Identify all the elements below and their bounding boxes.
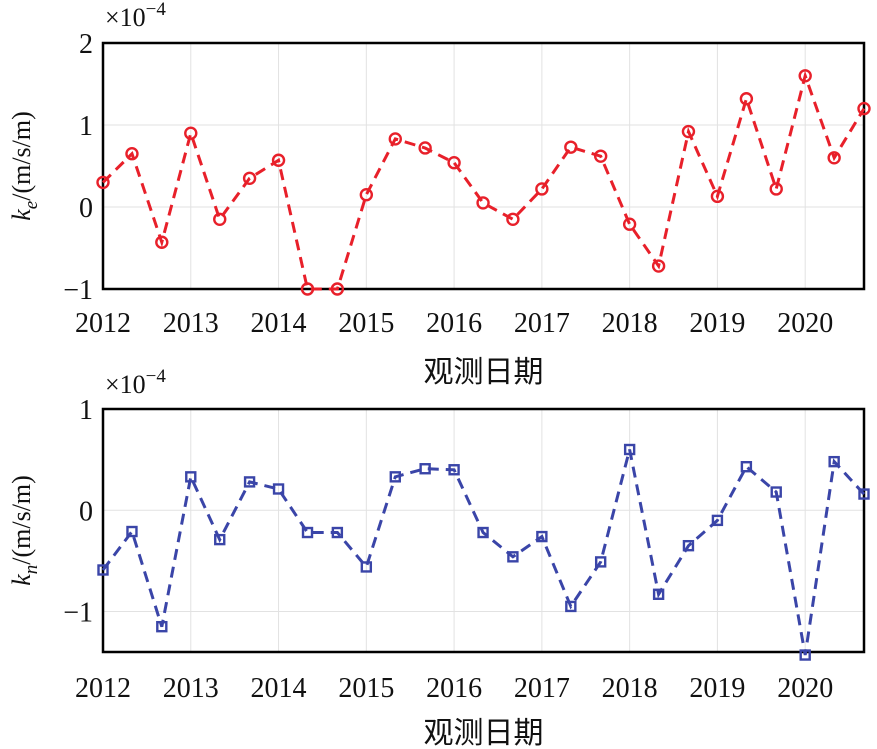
y-tick-label: −1 [63,598,93,629]
x-tick-label: 2015 [338,308,394,339]
data-point [535,182,549,196]
y-axis-label: kn/(m/s/m) [7,475,42,586]
data-point [682,539,695,552]
x-tick-label: 2015 [338,673,394,704]
x-tick-label: 2018 [602,673,658,704]
y-tick-label: 1 [79,111,93,142]
data-point [243,476,256,488]
data-point [388,132,402,146]
data-point [593,149,608,163]
data-point [96,175,110,190]
data-point [242,171,257,186]
data-point [447,156,461,170]
data-point [331,526,344,539]
data-point [418,141,432,155]
data-point [419,463,431,475]
exponent-label: ×10−4 [105,366,166,399]
data-point [594,556,607,568]
x-tick-label: 2016 [426,308,482,339]
data-point [507,551,519,563]
x-tick-label: 2017 [514,308,570,339]
y-tick-label: 1 [79,395,93,426]
data-point [271,153,286,167]
x-axis-label: 观测日期 [424,716,544,749]
data-point [184,126,198,140]
panel-ke: 2012 2013 2014 2015 2016 2017 2018 2019 2020 −1 0 1… [7,0,871,390]
data-point [185,471,197,483]
data-point [798,69,812,83]
data-point [565,600,577,613]
y-tick-label: 0 [79,496,93,527]
data-point [799,649,811,661]
data-point [740,461,753,473]
data-point [301,526,314,539]
data-point [828,455,840,468]
data-point [97,564,109,576]
data-point [477,526,489,539]
x-axis-label: 观测日期 [424,355,544,390]
data-point [155,235,169,249]
data-point [827,151,841,165]
x-tick-label: 2020 [777,308,833,339]
data-point [858,488,870,500]
y-tick-label: 0 [79,193,93,224]
data-point [770,486,782,498]
data-point [360,561,373,573]
series-line [101,70,866,291]
data-point [272,483,285,495]
series-line [101,449,866,656]
x-tick-label: 2012 [75,308,131,339]
x-tick-label: 2014 [251,308,307,339]
data-point [126,525,138,538]
x-tick-label: 2013 [163,308,219,339]
data-point [506,212,520,227]
data-point [739,92,754,106]
data-point [769,182,783,196]
x-tick-label: 2013 [163,673,219,704]
data-point [156,620,168,633]
data-point [213,212,227,227]
data-point [476,196,490,210]
data-point [623,443,636,456]
data-point [710,189,725,204]
data-point [389,471,401,483]
data-point [711,514,724,527]
x-tick-label: 2019 [689,308,745,339]
data-point [536,530,548,543]
data-point [857,101,871,116]
x-tick-label: 2014 [251,673,307,704]
data-point [681,124,696,139]
exponent-label: ×10−4 [105,0,166,32]
data-point [330,282,345,296]
data-point [651,259,666,273]
data-point [564,140,578,154]
axes-frame [101,407,866,654]
data-point [214,533,226,546]
x-tick-label: 2020 [777,673,833,704]
panel-kn: 2012 2013 2014 2015 2016 2017 2018 2019 2020 −1 0 1… [7,366,870,749]
x-tick-label: 2019 [689,673,745,704]
x-tick-label: 2012 [75,673,131,704]
y-tick-label: −1 [63,275,93,306]
x-tick-label: 2016 [426,673,482,704]
data-point [448,464,460,476]
axes-frame [101,41,866,291]
data-point [300,282,315,296]
data-point [622,217,637,231]
data-point [359,187,374,202]
y-axis-label: ke/(m/s/m) [7,111,42,221]
data-point [652,588,665,600]
data-point [125,146,139,161]
x-tick-label: 2018 [602,308,658,339]
x-tick-label: 2017 [514,673,570,704]
y-tick-label: 2 [79,29,93,60]
